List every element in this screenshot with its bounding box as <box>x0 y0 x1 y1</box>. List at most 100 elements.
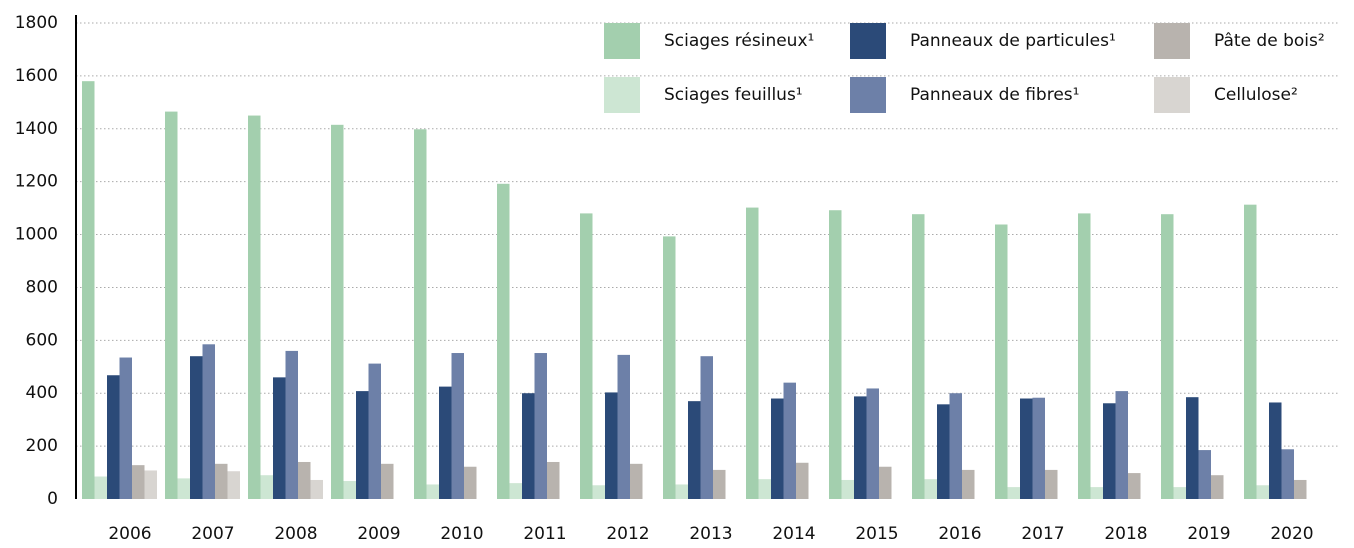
bar <box>248 115 261 500</box>
legend-swatch <box>1154 77 1190 113</box>
bar <box>1256 485 1269 499</box>
bar <box>426 484 439 499</box>
y-tick-label: 200 <box>26 436 58 456</box>
bar <box>771 398 784 499</box>
bar <box>534 353 547 499</box>
bar <box>866 388 879 499</box>
bar <box>94 476 107 499</box>
bar <box>1198 450 1211 499</box>
bar <box>381 463 394 499</box>
bar <box>630 463 643 499</box>
bar <box>1294 479 1307 499</box>
legend-label: Cellulose² <box>1214 85 1298 105</box>
bar <box>1020 398 1033 499</box>
bar <box>215 463 228 499</box>
x-tick-label: 2020 <box>1270 524 1313 544</box>
bar <box>202 344 215 499</box>
bar <box>1103 403 1116 499</box>
bar <box>356 391 369 499</box>
legend-swatch <box>604 77 640 113</box>
bar <box>1007 487 1020 499</box>
bar <box>107 375 120 499</box>
y-tick-label: 1200 <box>15 172 58 192</box>
y-tick-label: 800 <box>26 277 58 297</box>
bar <box>1281 449 1294 499</box>
x-tick-label: 2017 <box>1021 524 1064 544</box>
x-tick-label: 2007 <box>191 524 234 544</box>
x-tick-label: 2006 <box>108 524 151 544</box>
bar <box>783 382 796 499</box>
bar <box>912 214 925 499</box>
bar <box>497 183 510 499</box>
bar <box>547 461 560 499</box>
bar <box>1032 397 1045 499</box>
bar <box>1161 214 1174 499</box>
bar <box>1090 487 1103 499</box>
legend-swatch <box>604 23 640 59</box>
bar <box>414 129 427 499</box>
bar <box>509 483 522 499</box>
x-tick-label: 2011 <box>523 524 566 544</box>
bar <box>663 236 676 499</box>
legend-label: Panneaux de fibres¹ <box>910 85 1079 105</box>
bar <box>580 213 593 499</box>
bar <box>1173 487 1186 499</box>
bar <box>854 396 867 499</box>
bar <box>605 392 618 499</box>
bar <box>464 466 477 499</box>
bar <box>273 377 286 499</box>
y-tick-label: 0 <box>47 489 58 509</box>
bar <box>700 356 713 499</box>
bar <box>1045 469 1058 499</box>
y-tick-label: 400 <box>26 383 58 403</box>
y-tick-label: 1800 <box>15 13 58 33</box>
bar <box>1211 475 1224 499</box>
bar <box>439 386 452 499</box>
bar <box>227 471 240 499</box>
bar <box>758 479 771 499</box>
x-tick-label: 2008 <box>274 524 317 544</box>
bar <box>995 224 1008 500</box>
x-tick-label: 2010 <box>440 524 483 544</box>
bar <box>298 461 311 499</box>
y-tick-label: 1600 <box>15 66 58 86</box>
bar <box>746 207 759 500</box>
bar <box>310 479 323 499</box>
legend-swatch <box>850 23 886 59</box>
bar <box>1186 397 1199 499</box>
bar <box>1269 402 1282 499</box>
x-tick-label: 2012 <box>606 524 649 544</box>
bar <box>592 485 605 499</box>
x-tick-label: 2015 <box>855 524 898 544</box>
bar <box>1115 391 1128 499</box>
y-tick-label: 600 <box>26 330 58 350</box>
bar <box>144 470 157 499</box>
legend-swatch <box>850 77 886 113</box>
bar <box>1078 213 1091 499</box>
bar <box>331 124 344 500</box>
legend-label: Sciages feuillus¹ <box>664 85 803 105</box>
y-tick-label: 1400 <box>15 119 58 139</box>
bar <box>924 479 937 499</box>
x-tick-label: 2016 <box>938 524 981 544</box>
bar <box>829 210 842 499</box>
y-tick-label: 1000 <box>15 225 58 245</box>
bar <box>522 393 535 499</box>
x-tick-label: 2019 <box>1187 524 1230 544</box>
bar <box>343 481 356 499</box>
bar <box>190 356 203 499</box>
bar <box>688 401 701 499</box>
legend-swatch <box>1154 23 1190 59</box>
bar <box>82 81 95 499</box>
bar <box>177 478 190 499</box>
bar <box>796 462 809 499</box>
bar <box>879 466 892 499</box>
bar <box>368 363 381 499</box>
bar <box>949 393 962 499</box>
bar <box>119 357 132 499</box>
x-tick-label: 2009 <box>357 524 400 544</box>
bar <box>1128 473 1141 499</box>
bar <box>713 469 726 499</box>
x-tick-label: 2013 <box>689 524 732 544</box>
